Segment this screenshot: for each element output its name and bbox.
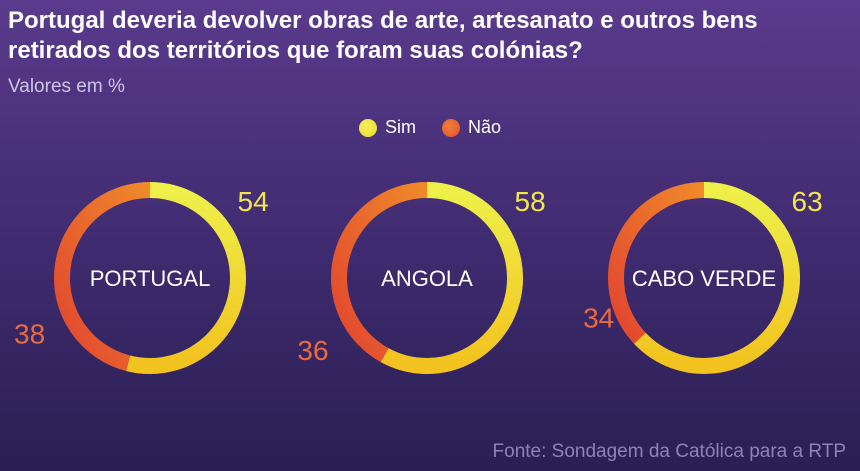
legend-swatch-sim: [358, 118, 377, 137]
legend: Sim Não: [0, 117, 860, 138]
legend-item-nao: Não: [441, 117, 502, 138]
donut-value-nao-2: 34: [583, 303, 614, 334]
donut-slice-sim-2: [634, 182, 800, 374]
chart-title-bold: Portugal deveria devolver: [8, 7, 302, 34]
donut-slice-nao-2: [608, 182, 705, 344]
chart-subtitle: Valores em %: [8, 76, 125, 97]
donut-value-nao-0: 38: [14, 318, 45, 349]
donut-value-sim-0: 54: [238, 186, 269, 217]
chart-title: Portugal deveria devolver obras de arte,…: [8, 6, 848, 66]
donut-value-sim-2: 63: [792, 186, 823, 217]
donut-slice-sim-0: [126, 182, 246, 374]
legend-label-nao: Não: [467, 117, 502, 137]
legend-label-sim: Sim: [384, 117, 416, 137]
donut-slice-nao-1: [331, 182, 428, 363]
donut-slice-nao-0: [53, 182, 151, 371]
donut-center-label-0: PORTUGAL: [90, 266, 211, 291]
donut-value-nao-1: 36: [297, 335, 328, 366]
donut-center-label-2: CABO VERDE: [632, 266, 776, 291]
chart-title-rest: obras de arte, artesanato e outros bens …: [8, 7, 758, 64]
donut-value-sim-1: 58: [515, 186, 546, 217]
legend-swatch-nao: [441, 118, 460, 137]
donut-center-label-1: ANGOLA: [381, 266, 473, 291]
legend-item-sim: Sim: [358, 117, 416, 138]
donut-slice-sim-1: [380, 182, 524, 374]
source-note: Fonte: Sondagem da Católica para a RTP: [492, 441, 846, 462]
